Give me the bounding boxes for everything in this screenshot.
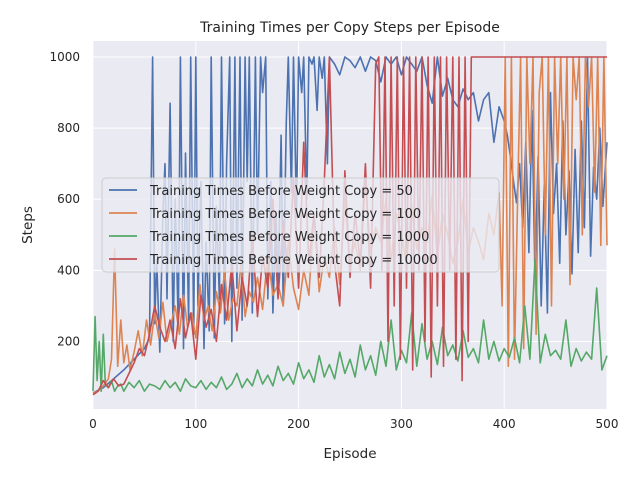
legend-box: [101, 177, 500, 273]
y-tick-labels: 200 400 600 800 1000: [49, 50, 80, 348]
y-tick-label: 1000: [49, 50, 80, 64]
chart-title: Training Times per Copy Steps per Episod…: [199, 20, 500, 36]
legend-label: Training Times Before Weight Copy = 50: [149, 184, 413, 199]
y-tick-label: 200: [57, 334, 80, 348]
x-axis-title: Episode: [323, 446, 376, 462]
legend-items: Training Times Before Weight Copy = 50 Tr…: [109, 184, 438, 268]
x-tick-label: 200: [287, 417, 310, 431]
legend-label: Training Times Before Weight Copy = 100: [149, 207, 421, 222]
series-line: [92, 56, 608, 394]
legend-label: Training Times Before Weight Copy = 1000: [149, 230, 429, 245]
x-tick-label: 300: [390, 417, 413, 431]
y-axis-title: Steps: [20, 206, 36, 244]
x-tick-label: 400: [493, 417, 516, 431]
y-tick-label: 600: [57, 192, 80, 206]
x-tick-label: 100: [184, 417, 207, 431]
x-tick-label: 0: [89, 417, 97, 431]
y-tick-label: 400: [57, 263, 80, 277]
x-tick-labels: 0 100 200 300 400 500: [89, 417, 618, 431]
legend-label: Training Times Before Weight Copy = 1000…: [149, 253, 438, 268]
series-line: [92, 258, 608, 393]
y-tick-label: 800: [57, 121, 80, 135]
x-tick-label: 500: [596, 417, 619, 431]
legend: Training Times Before Weight Copy = 50 Tr…: [101, 177, 500, 273]
